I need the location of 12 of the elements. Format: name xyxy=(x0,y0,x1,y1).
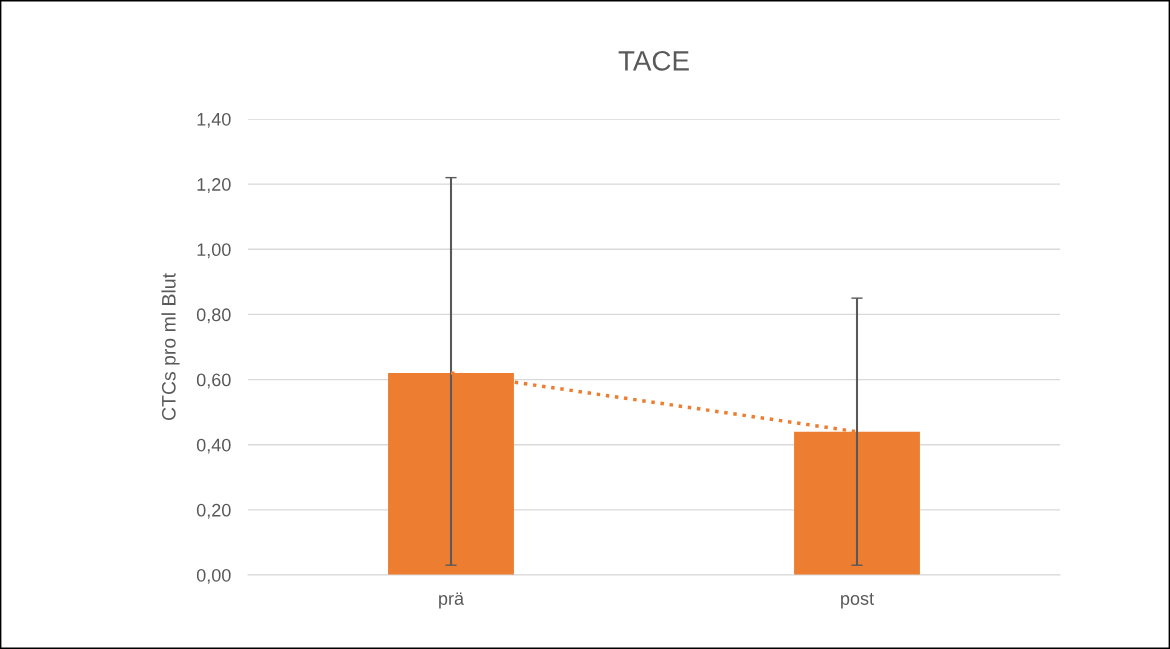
y-axis-title: CTCs pro ml Blut xyxy=(161,273,180,421)
y-tick-label: 1,00 xyxy=(197,243,231,259)
y-tick-label: 0,20 xyxy=(196,503,231,519)
y-tick-label: 0,60 xyxy=(196,373,231,389)
chart-title: TACE xyxy=(618,50,689,71)
y-tick-label: 0,40 xyxy=(196,438,231,454)
y-tick-label: 0,00 xyxy=(196,568,231,584)
x-tick-label: prä xyxy=(439,592,465,609)
y-tick-label: 1,20 xyxy=(197,178,231,193)
y-tick-label: 0,80 xyxy=(196,308,231,324)
x-tick-label: post xyxy=(841,593,874,609)
y-tick-label: 1,40 xyxy=(197,112,231,128)
